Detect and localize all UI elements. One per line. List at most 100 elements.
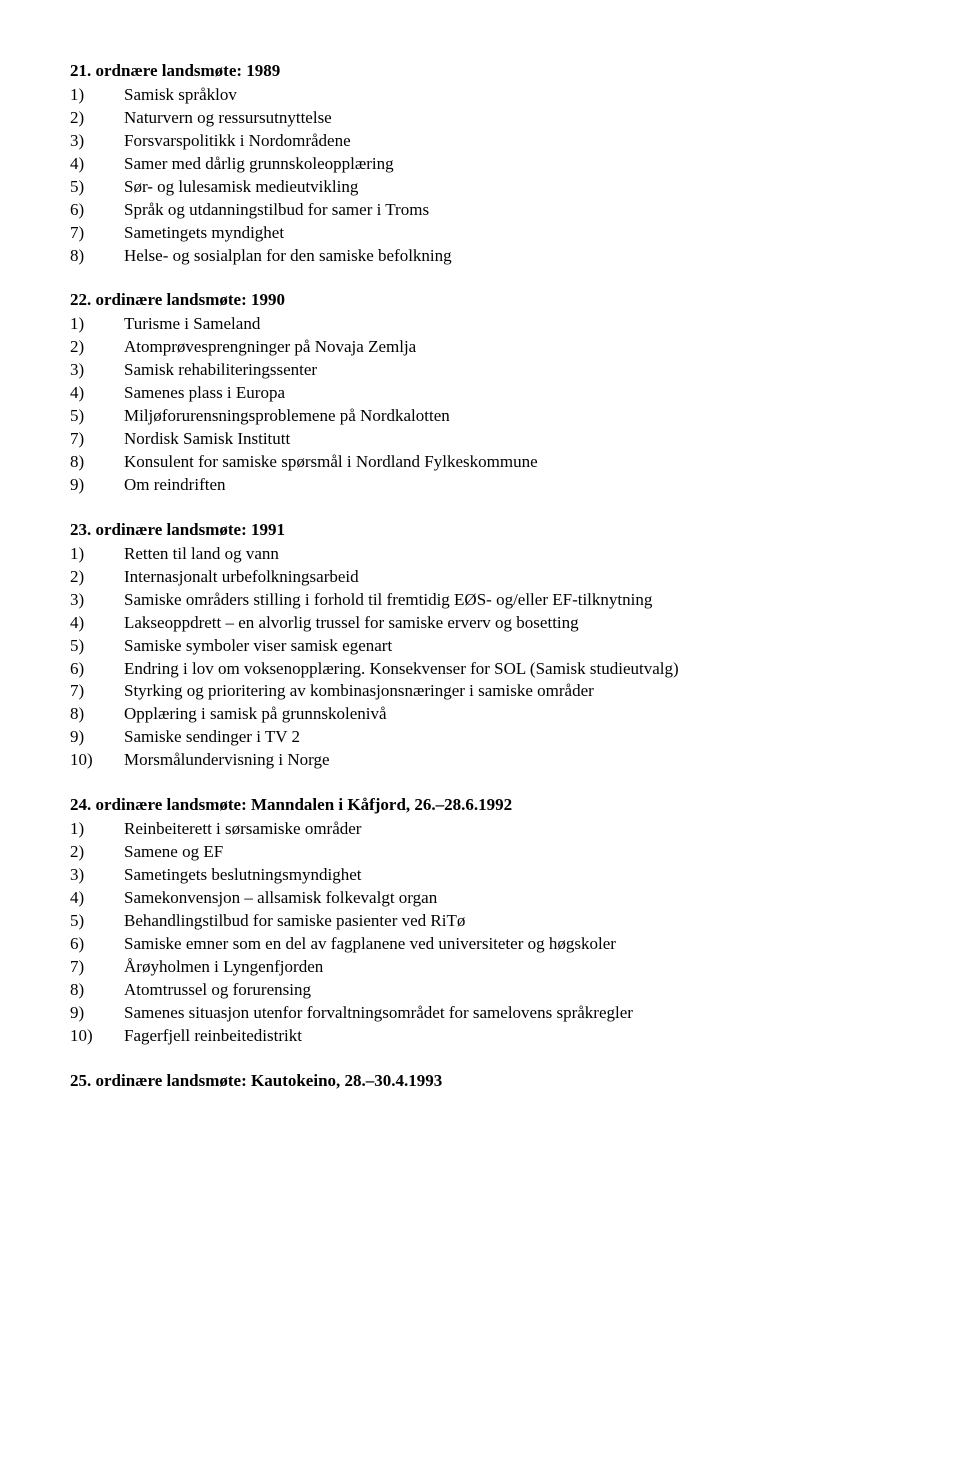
list-item-marker: 6) [70, 933, 124, 956]
list-item: 6)Språk og utdanningstilbud for samer i … [70, 199, 890, 222]
list-item-text: Årøyholmen i Lyngenfjorden [124, 956, 890, 979]
list-item: 7)Sametingets myndighet [70, 222, 890, 245]
list-item-marker: 8) [70, 245, 124, 268]
list-item-text: Internasjonalt urbefolkningsarbeid [124, 566, 890, 589]
list-item: 5)Samiske symboler viser samisk egenart [70, 635, 890, 658]
list-item-marker: 1) [70, 84, 124, 107]
list-item-text: Atomtrussel og forurensing [124, 979, 890, 1002]
list-item-marker: 9) [70, 474, 124, 497]
list-item: 2)Atomprøvesprengninger på Novaja Zemlja [70, 336, 890, 359]
list-item-marker: 5) [70, 910, 124, 933]
list-item-marker: 8) [70, 703, 124, 726]
list-item-text: Styrking og prioritering av kombinasjons… [124, 680, 890, 703]
list-item-text: Samene og EF [124, 841, 890, 864]
list-item-text: Sør- og lulesamisk medieutvikling [124, 176, 890, 199]
list-item-marker: 10) [70, 749, 124, 772]
list-item-marker: 7) [70, 680, 124, 703]
list-item: 10)Morsmålundervisning i Norge [70, 749, 890, 772]
list-item-text: Samenes plass i Europa [124, 382, 890, 405]
list-item: 6)Endring i lov om voksenopplæring. Kons… [70, 658, 890, 681]
list-item-marker: 7) [70, 428, 124, 451]
list-item: 1)Reinbeiterett i sørsamiske områder [70, 818, 890, 841]
list-item: 9)Om reindriften [70, 474, 890, 497]
list-item: 1)Retten til land og vann [70, 543, 890, 566]
list-item-marker: 9) [70, 726, 124, 749]
section-heading: 22. ordinære landsmøte: 1990 [70, 289, 890, 312]
list-item-marker: 6) [70, 199, 124, 222]
list-item-text: Lakseoppdrett – en alvorlig trussel for … [124, 612, 890, 635]
list-item-marker: 3) [70, 589, 124, 612]
list-item-marker: 1) [70, 313, 124, 336]
list-item: 10)Fagerfjell reinbeitedistrikt [70, 1025, 890, 1048]
list-item-marker: 10) [70, 1025, 124, 1048]
list-item-text: Konsulent for samiske spørsmål i Nordlan… [124, 451, 890, 474]
list-item: 3)Forsvarspolitikk i Nordområdene [70, 130, 890, 153]
list-item-text: Nordisk Samisk Institutt [124, 428, 890, 451]
list-item-marker: 4) [70, 887, 124, 910]
section: 21. ordnære landsmøte: 19891)Samisk språ… [70, 60, 890, 267]
list-item-text: Samiske symboler viser samisk egenart [124, 635, 890, 658]
list-item-marker: 5) [70, 635, 124, 658]
list-item-text: Samiske områders stilling i forhold til … [124, 589, 890, 612]
list-item-marker: 9) [70, 1002, 124, 1025]
list-item: 9)Samiske sendinger i TV 2 [70, 726, 890, 749]
list-item: 2)Samene og EF [70, 841, 890, 864]
list-item-text: Opplæring i samisk på grunnskolenivå [124, 703, 890, 726]
list-item-marker: 3) [70, 864, 124, 887]
list-item-text: Språk og utdanningstilbud for samer i Tr… [124, 199, 890, 222]
list-item-marker: 5) [70, 405, 124, 428]
list-item-text: Samisk språklov [124, 84, 890, 107]
list-item: 4)Samer med dårlig grunnskoleopplæring [70, 153, 890, 176]
document-body: 21. ordnære landsmøte: 19891)Samisk språ… [70, 60, 890, 1092]
list-item: 4)Samenes plass i Europa [70, 382, 890, 405]
section-heading: 21. ordnære landsmøte: 1989 [70, 60, 890, 83]
list-item: 9)Samenes situasjon utenfor forvaltnings… [70, 1002, 890, 1025]
list-item-text: Samiske emner som en del av fagplanene v… [124, 933, 890, 956]
list-item: 8)Konsulent for samiske spørsmål i Nordl… [70, 451, 890, 474]
list-item-text: Samiske sendinger i TV 2 [124, 726, 890, 749]
list-item: 7)Nordisk Samisk Institutt [70, 428, 890, 451]
list-item-marker: 7) [70, 222, 124, 245]
list-item-text: Endring i lov om voksenopplæring. Konsek… [124, 658, 890, 681]
list-item: 1)Samisk språklov [70, 84, 890, 107]
list-item: 6)Samiske emner som en del av fagplanene… [70, 933, 890, 956]
list-item: 3)Samiske områders stilling i forhold ti… [70, 589, 890, 612]
list-item-marker: 8) [70, 451, 124, 474]
list-item: 4)Lakseoppdrett – en alvorlig trussel fo… [70, 612, 890, 635]
list-item-text: Miljøforurensningsproblemene på Nordkalo… [124, 405, 890, 428]
list-item-text: Samekonvensjon – allsamisk folkevalgt or… [124, 887, 890, 910]
list-item-marker: 7) [70, 956, 124, 979]
list-item-text: Reinbeiterett i sørsamiske områder [124, 818, 890, 841]
list-item-text: Naturvern og ressursutnyttelse [124, 107, 890, 130]
list-item-marker: 2) [70, 336, 124, 359]
list-item-marker: 4) [70, 382, 124, 405]
list-item: 2)Naturvern og ressursutnyttelse [70, 107, 890, 130]
list-item: 8)Helse- og sosialplan for den samiske b… [70, 245, 890, 268]
list-item-text: Samenes situasjon utenfor forvaltningsom… [124, 1002, 890, 1025]
section: 22. ordinære landsmøte: 19901)Turisme i … [70, 289, 890, 496]
list-item-text: Atomprøvesprengninger på Novaja Zemlja [124, 336, 890, 359]
list-item: 7)Styrking og prioritering av kombinasjo… [70, 680, 890, 703]
list-item: 5)Miljøforurensningsproblemene på Nordka… [70, 405, 890, 428]
list-item-text: Samisk rehabiliteringssenter [124, 359, 890, 382]
section-heading: 23. ordinære landsmøte: 1991 [70, 519, 890, 542]
list-item-marker: 1) [70, 818, 124, 841]
list-item-marker: 8) [70, 979, 124, 1002]
list-item-text: Samer med dårlig grunnskoleopplæring [124, 153, 890, 176]
list-item-marker: 3) [70, 130, 124, 153]
list-item-text: Helse- og sosialplan for den samiske bef… [124, 245, 890, 268]
list-item-text: Forsvarspolitikk i Nordområdene [124, 130, 890, 153]
list-item: 7)Årøyholmen i Lyngenfjorden [70, 956, 890, 979]
list-item-text: Retten til land og vann [124, 543, 890, 566]
section: 24. ordinære landsmøte: Manndalen i Kåfj… [70, 794, 890, 1047]
list-item-marker: 2) [70, 566, 124, 589]
list-item: 1)Turisme i Sameland [70, 313, 890, 336]
list-item: 2)Internasjonalt urbefolkningsarbeid [70, 566, 890, 589]
list-item: 5)Sør- og lulesamisk medieutvikling [70, 176, 890, 199]
list-item: 3)Samisk rehabiliteringssenter [70, 359, 890, 382]
list-item-marker: 4) [70, 612, 124, 635]
list-item-marker: 4) [70, 153, 124, 176]
list-item-text: Om reindriften [124, 474, 890, 497]
list-item: 4)Samekonvensjon – allsamisk folkevalgt … [70, 887, 890, 910]
list-item-text: Sametingets myndighet [124, 222, 890, 245]
